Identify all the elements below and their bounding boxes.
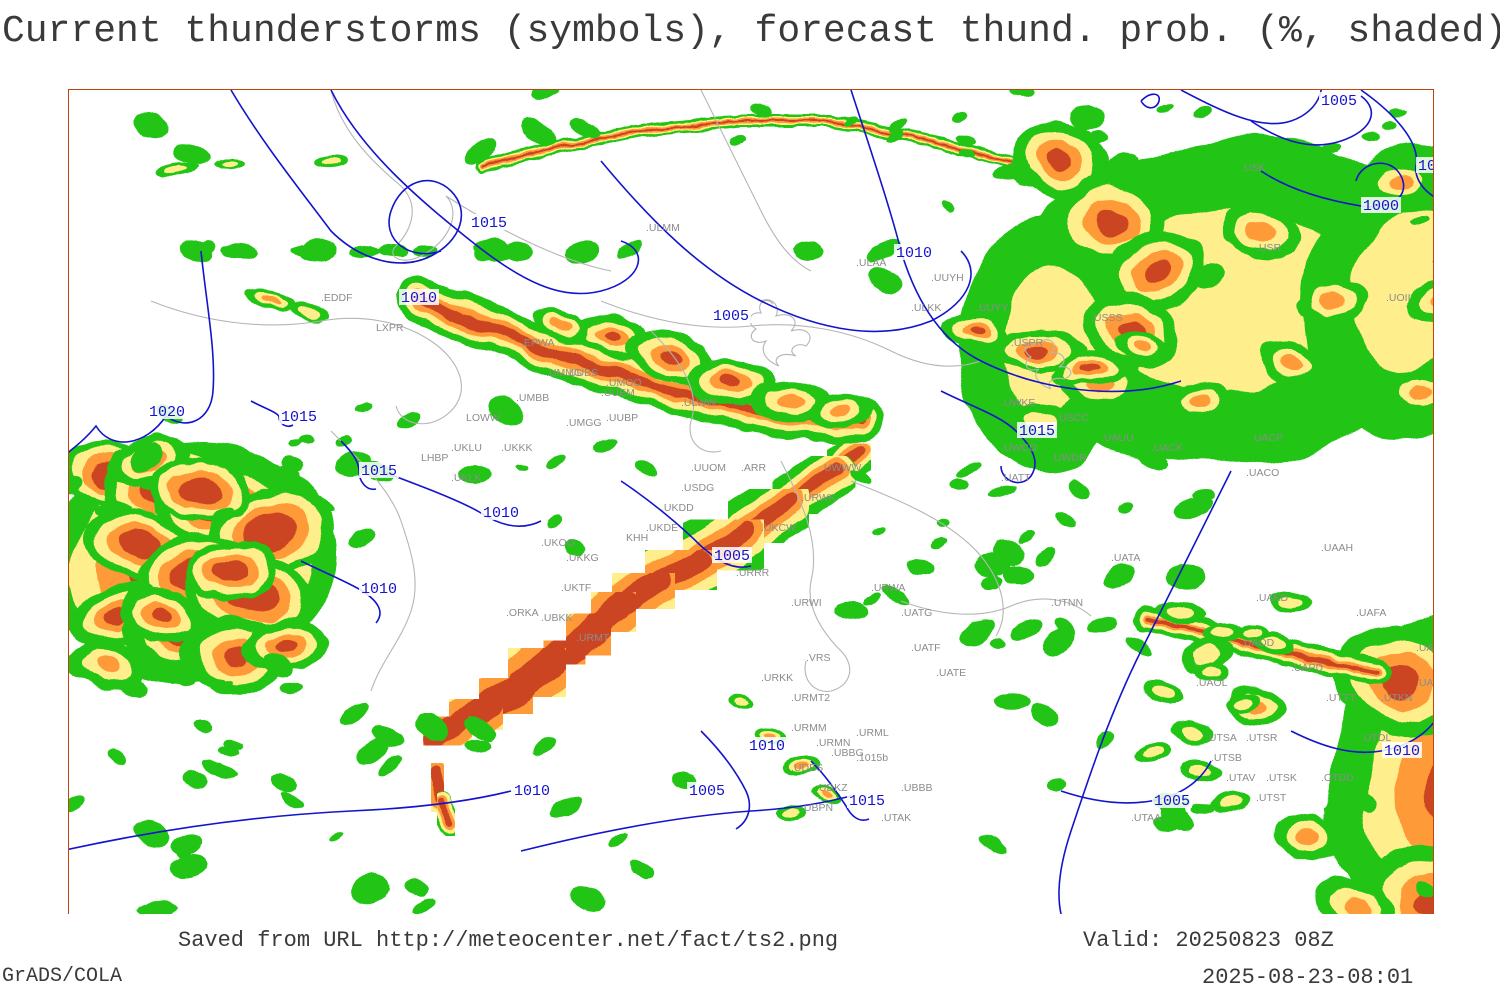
svg-text:.ORKA: .ORKA bbox=[506, 607, 539, 619]
svg-text:.UAPD: .UAPD bbox=[1291, 662, 1324, 674]
svg-text:.UKDE: .UKDE bbox=[646, 522, 678, 534]
svg-text:.UBPN: .UBPN bbox=[801, 802, 833, 814]
svg-text:.UOII: .UOII bbox=[1386, 292, 1411, 304]
svg-text:.UTSA: .UTSA bbox=[1206, 732, 1237, 744]
svg-text:.UACP: .UACP bbox=[1251, 432, 1283, 444]
svg-text:.UTST: .UTST bbox=[1256, 792, 1287, 804]
svg-text:.URWA: .URWA bbox=[871, 582, 905, 594]
svg-text:.UKTF: .UKTF bbox=[561, 582, 591, 594]
svg-text:.1015b: .1015b bbox=[856, 752, 888, 764]
svg-text:.UTSB: .UTSB bbox=[1211, 752, 1242, 764]
svg-text:.UTSR: .UTSR bbox=[1246, 732, 1278, 744]
svg-text:.UBBB: .UBBB bbox=[901, 782, 933, 794]
svg-text:.UTSK: .UTSK bbox=[1266, 772, 1297, 784]
svg-text:.UMBB: .UMBB bbox=[516, 392, 549, 404]
svg-text:.UWDR: .UWDR bbox=[1051, 452, 1087, 464]
svg-text:KHH: KHH bbox=[626, 532, 648, 544]
svg-text:.UKLK: .UKLK bbox=[451, 472, 481, 484]
svg-text:.UTAA: .UTAA bbox=[1131, 812, 1161, 824]
svg-text:.USDG: .USDG bbox=[681, 482, 714, 494]
svg-text:.UWKE: .UWKE bbox=[1001, 397, 1035, 409]
svg-text:.UUBP: .UUBP bbox=[606, 412, 638, 424]
svg-text:.UAPC: .UAPC bbox=[1416, 677, 1433, 689]
svg-text:.UAOD: .UAOD bbox=[1241, 637, 1275, 649]
svg-text:.UKKK: .UKKK bbox=[501, 442, 533, 454]
svg-text:.USPR: .USPR bbox=[1011, 337, 1044, 349]
svg-text:.VRS: .VRS bbox=[806, 652, 831, 664]
svg-text:.UATA: .UATA bbox=[1111, 552, 1140, 564]
svg-text:.UUBS: .UUBS bbox=[566, 367, 598, 379]
svg-text:.UTAV: .UTAV bbox=[1226, 772, 1255, 784]
svg-text:.UAFA: .UAFA bbox=[1356, 607, 1386, 619]
svg-text:.UAKD: .UAKD bbox=[1256, 592, 1289, 604]
svg-text:.UBKK: .UBKK bbox=[541, 612, 573, 624]
svg-text:.UTDL: .UTDL bbox=[1361, 732, 1391, 744]
svg-text:.UDES: .UDES bbox=[791, 762, 823, 774]
svg-text:.UMGG: .UMGG bbox=[566, 417, 602, 429]
svg-text:.ULAA: .ULAA bbox=[856, 257, 886, 269]
svg-text:.UAUU: .UAUU bbox=[1101, 432, 1134, 444]
svg-text:.URKK: .URKK bbox=[761, 672, 793, 684]
svg-text:.UTKN: .UTKN bbox=[1381, 692, 1413, 704]
svg-text:.UACO: .UACO bbox=[1246, 467, 1279, 479]
svg-text:.ULMM: .ULMM bbox=[646, 222, 680, 234]
svg-text:LXPR: LXPR bbox=[376, 322, 404, 334]
svg-text:.USSS: .USSS bbox=[1091, 312, 1123, 324]
svg-text:.UUOM: .UUOM bbox=[691, 462, 726, 474]
svg-text:.UKOO: .UKOO bbox=[541, 537, 575, 549]
svg-text:.UATG: .UATG bbox=[901, 607, 932, 619]
svg-text:.URWI: .URWI bbox=[791, 597, 822, 609]
svg-text:.EPWA: .EPWA bbox=[521, 337, 554, 349]
svg-text:LOWW: LOWW bbox=[466, 412, 500, 424]
svg-text:.UKCW: .UKCW bbox=[761, 522, 796, 534]
svg-text:.ULKK: .ULKK bbox=[911, 302, 941, 314]
svg-text:.UTAK: .UTAK bbox=[881, 812, 911, 824]
svg-text:.URWK: .URWK bbox=[801, 492, 836, 504]
svg-text:.ULWW: .ULWW bbox=[681, 397, 716, 409]
svg-text:LHBP: LHBP bbox=[421, 452, 448, 464]
svg-text:.USR: .USR bbox=[1256, 242, 1282, 254]
svg-text:.UKKG: .UKKG bbox=[566, 552, 599, 564]
svg-text:.USK: .USK bbox=[1241, 162, 1266, 174]
svg-text:.UKDD: .UKDD bbox=[661, 502, 694, 514]
svg-text:.UTNN: .UTNN bbox=[1051, 597, 1083, 609]
svg-text:.ARR: .ARR bbox=[741, 462, 767, 474]
svg-text:.URMT: .URMT bbox=[576, 632, 610, 644]
svg-text:.UKLU: .UKLU bbox=[451, 442, 482, 454]
svg-text:.UTTT: .UTTT bbox=[1326, 692, 1356, 704]
svg-text:.URMT2: .URMT2 bbox=[791, 692, 830, 704]
svg-text:.UACK: .UACK bbox=[1151, 442, 1183, 454]
svg-text:.OTDD: .OTDD bbox=[1321, 772, 1354, 784]
svg-text:.UUYH: .UUYH bbox=[931, 272, 964, 284]
svg-text:.UAOL: .UAOL bbox=[1196, 677, 1228, 689]
svg-text:.URML: .URML bbox=[856, 727, 889, 739]
svg-text:.URRR: .URRR bbox=[736, 567, 770, 579]
svg-text:.URMM: .URMM bbox=[791, 722, 827, 734]
svg-text:.UATF: .UATF bbox=[911, 642, 941, 654]
svg-text:.UMOO: .UMOO bbox=[606, 377, 642, 389]
svg-text:.UDKZ: .UDKZ bbox=[816, 782, 848, 794]
svg-text:.UAPO: .UAPO bbox=[1416, 642, 1433, 654]
svg-text:.UUYY: .UUYY bbox=[976, 302, 1008, 314]
svg-text:.USCC: .USCC bbox=[1056, 412, 1089, 424]
svg-text:.UATT: .UATT bbox=[1001, 472, 1031, 484]
svg-text:.UWWW: .UWWW bbox=[821, 462, 861, 474]
svg-text:.UATE: .UATE bbox=[936, 667, 966, 679]
svg-text:.UWCO: .UWCO bbox=[1001, 442, 1037, 454]
svg-text:.EDDF: .EDDF bbox=[321, 292, 353, 304]
svg-text:.UAAH: .UAAH bbox=[1321, 542, 1353, 554]
